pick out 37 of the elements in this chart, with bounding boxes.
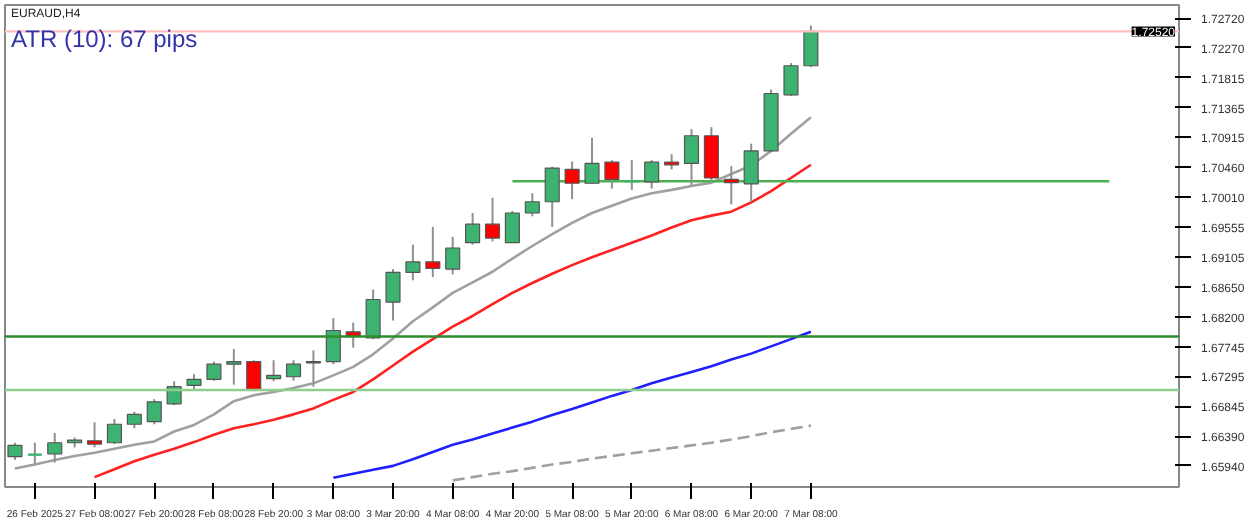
candlestick <box>226 348 242 386</box>
candlestick <box>783 62 799 98</box>
candlestick <box>385 268 401 322</box>
candlestick <box>47 431 63 464</box>
line-series <box>451 424 813 482</box>
line-series <box>13 115 813 470</box>
candlestick <box>683 128 700 187</box>
candlestick <box>425 225 441 279</box>
candlestick <box>723 165 739 206</box>
candlestick <box>465 211 481 246</box>
candlestick <box>106 417 123 446</box>
candlestick <box>305 349 321 388</box>
candlestick <box>524 192 540 218</box>
candlestick <box>365 288 381 341</box>
line-series <box>332 330 813 480</box>
candlestick <box>285 359 302 382</box>
candlestick <box>86 421 103 449</box>
candlestick <box>246 359 262 393</box>
candlestick <box>703 126 719 184</box>
candlestick <box>405 243 421 282</box>
candlestick <box>504 210 520 244</box>
candlestick <box>266 359 282 383</box>
candlestick <box>484 196 501 243</box>
candlestick <box>146 398 162 426</box>
candlestick <box>604 159 620 190</box>
candlestick <box>584 136 600 185</box>
candlestick <box>206 360 222 382</box>
annotation: ATR (10): 67 pips <box>11 25 198 53</box>
candlestick <box>564 160 580 201</box>
candlestick <box>544 165 560 228</box>
candlestick <box>325 316 341 366</box>
candlestick <box>803 24 819 69</box>
candlestick <box>743 142 759 203</box>
candlestick <box>644 159 660 190</box>
candlestick <box>26 441 44 465</box>
candlestick <box>445 235 461 276</box>
line-series <box>93 163 813 479</box>
